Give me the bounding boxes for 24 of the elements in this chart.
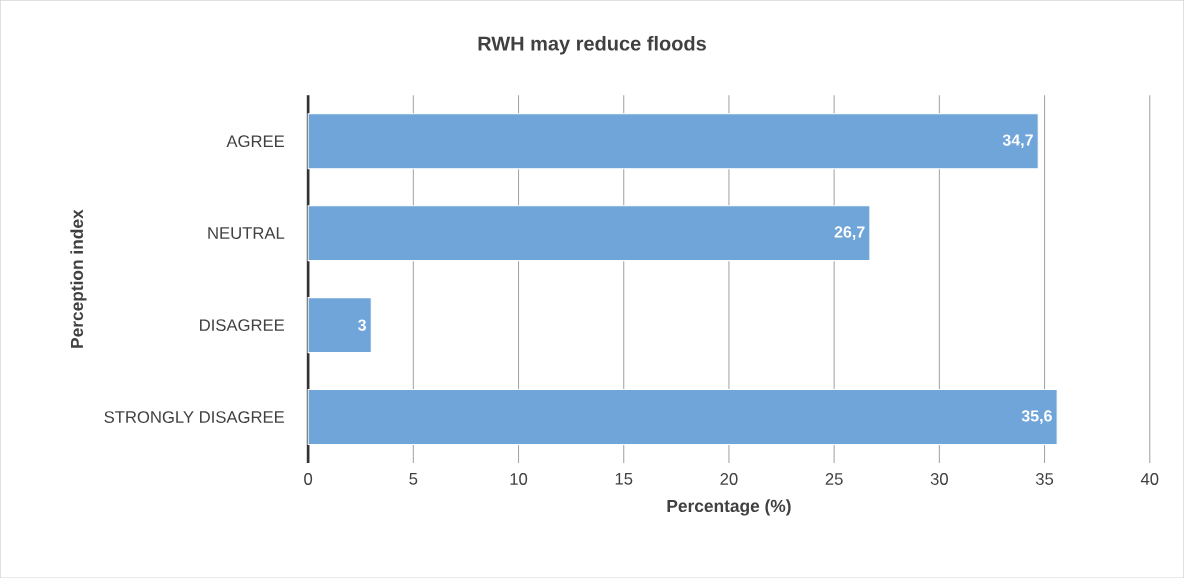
y-tick-label: DISAGREE [200,319,285,331]
x-tick-label: 20 [720,472,738,485]
y-tick-label: STRONGLY DISAGREE [104,411,285,423]
x-tick-label: 30 [930,472,948,485]
y-tick-label: NEUTRAL [208,227,285,239]
y-tick-label: AGREE [226,135,285,147]
data-label: 35,6 [1021,410,1052,424]
data-label: 26,7 [834,226,865,240]
x-tick-label: 5 [409,472,418,485]
bar [307,388,1058,445]
x-tick-label: 15 [615,472,633,485]
bar [307,205,871,262]
x-tick-label: 0 [304,472,313,485]
data-label: 34,7 [1002,134,1033,148]
y-axis-title: Perception index [70,209,87,348]
bar [307,296,372,354]
x-tick-label: 35 [1035,472,1054,485]
chart-title: RWH may reduce floods [478,35,706,55]
data-label: 3 [358,319,366,331]
x-tick-label: 10 [510,472,528,485]
x-tick-label: 25 [825,472,843,485]
bar [307,113,1039,170]
x-tick-label: 40 [1140,472,1159,485]
x-axis-title: Percentage (%) [667,499,791,516]
